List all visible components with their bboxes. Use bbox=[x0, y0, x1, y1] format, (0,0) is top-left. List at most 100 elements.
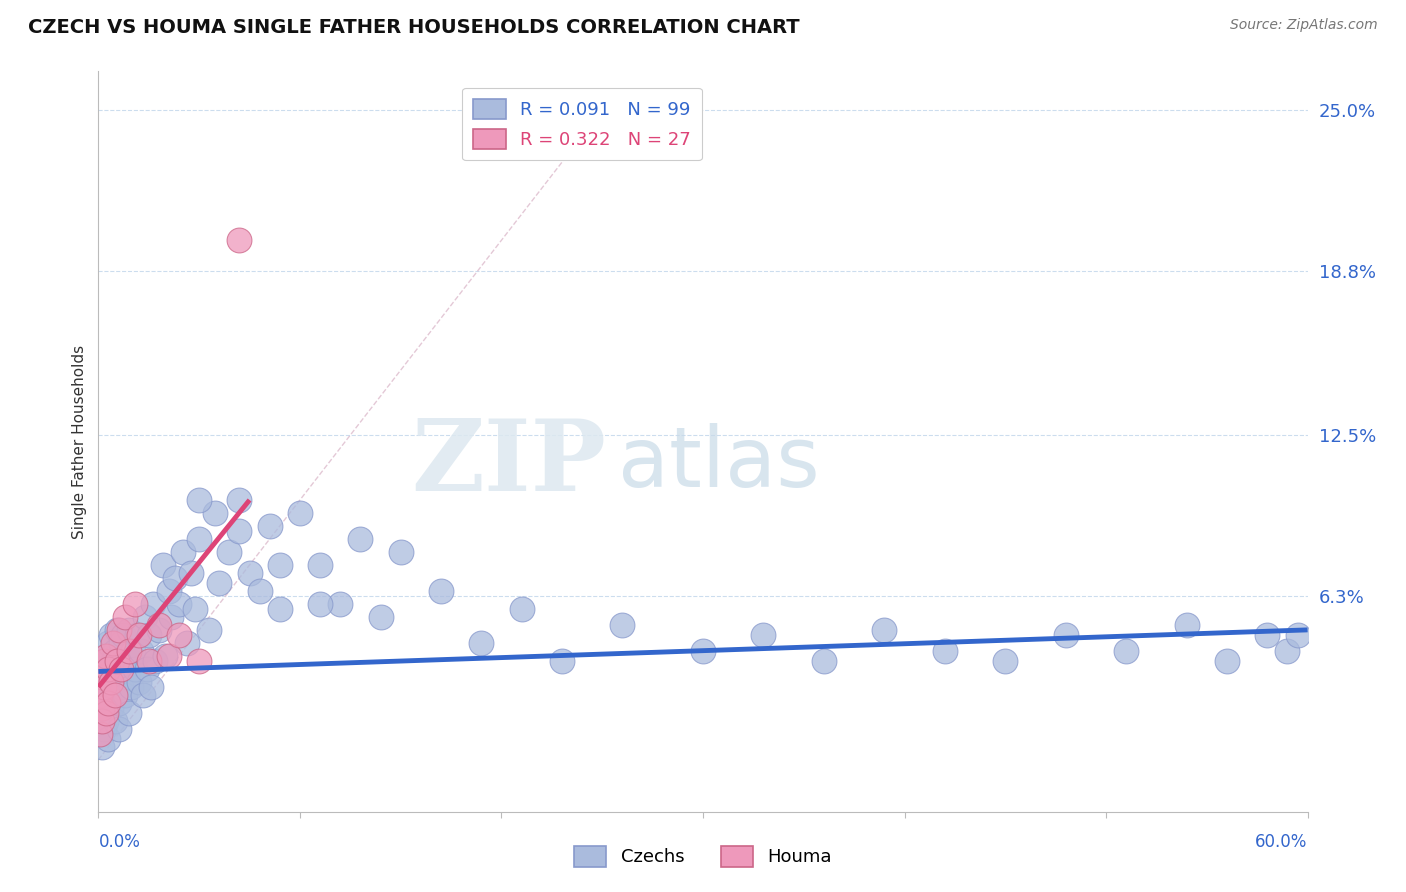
Point bbox=[125, 628, 148, 642]
Point bbox=[204, 506, 226, 520]
Point bbox=[752, 628, 775, 642]
Point bbox=[89, 727, 111, 741]
Point bbox=[97, 731, 120, 746]
Point bbox=[1054, 628, 1077, 642]
Point bbox=[218, 545, 240, 559]
Point bbox=[124, 597, 146, 611]
Point bbox=[1115, 643, 1137, 657]
Point bbox=[153, 648, 176, 663]
Point bbox=[208, 576, 231, 591]
Point bbox=[167, 597, 190, 611]
Point bbox=[309, 597, 332, 611]
Point bbox=[188, 493, 211, 508]
Point bbox=[97, 696, 120, 710]
Point bbox=[96, 648, 118, 663]
Point bbox=[110, 662, 132, 676]
Point bbox=[129, 643, 152, 657]
Point bbox=[91, 670, 114, 684]
Point bbox=[96, 706, 118, 720]
Point bbox=[124, 662, 146, 676]
Point bbox=[120, 680, 142, 694]
Point bbox=[934, 643, 956, 657]
Point bbox=[105, 662, 128, 676]
Point bbox=[157, 648, 180, 663]
Point bbox=[118, 643, 141, 657]
Point bbox=[239, 566, 262, 580]
Point bbox=[430, 583, 453, 598]
Point bbox=[118, 706, 141, 720]
Point bbox=[128, 674, 150, 689]
Text: atlas: atlas bbox=[619, 423, 820, 504]
Point bbox=[249, 583, 271, 598]
Point bbox=[103, 714, 125, 728]
Point bbox=[1216, 654, 1239, 668]
Point bbox=[188, 532, 211, 546]
Point bbox=[118, 623, 141, 637]
Point bbox=[228, 233, 250, 247]
Point bbox=[107, 722, 129, 736]
Point bbox=[91, 706, 114, 720]
Point bbox=[91, 701, 114, 715]
Point bbox=[184, 602, 207, 616]
Point bbox=[180, 566, 202, 580]
Point bbox=[1175, 617, 1198, 632]
Point bbox=[163, 571, 186, 585]
Point bbox=[142, 597, 165, 611]
Text: 60.0%: 60.0% bbox=[1256, 832, 1308, 850]
Point bbox=[329, 597, 352, 611]
Point bbox=[152, 558, 174, 572]
Point bbox=[107, 623, 129, 637]
Point bbox=[91, 739, 114, 754]
Point bbox=[135, 662, 157, 676]
Point bbox=[103, 680, 125, 694]
Point bbox=[93, 696, 115, 710]
Point bbox=[228, 493, 250, 508]
Point bbox=[97, 636, 120, 650]
Y-axis label: Single Father Households: Single Father Households bbox=[72, 344, 87, 539]
Point bbox=[389, 545, 412, 559]
Legend: Czechs, Houma: Czechs, Houma bbox=[567, 838, 839, 874]
Point bbox=[100, 662, 122, 676]
Point bbox=[91, 674, 114, 689]
Point bbox=[96, 648, 118, 663]
Point bbox=[198, 623, 221, 637]
Text: ZIP: ZIP bbox=[412, 416, 606, 512]
Text: Source: ZipAtlas.com: Source: ZipAtlas.com bbox=[1230, 18, 1378, 32]
Point bbox=[103, 643, 125, 657]
Point bbox=[138, 654, 160, 668]
Point bbox=[1286, 628, 1309, 642]
Point bbox=[93, 680, 115, 694]
Point bbox=[101, 636, 124, 650]
Text: CZECH VS HOUMA SINGLE FATHER HOUSEHOLDS CORRELATION CHART: CZECH VS HOUMA SINGLE FATHER HOUSEHOLDS … bbox=[28, 18, 800, 37]
Point bbox=[157, 583, 180, 598]
Point bbox=[148, 617, 170, 632]
Point bbox=[97, 662, 120, 676]
Point bbox=[96, 680, 118, 694]
Point bbox=[100, 628, 122, 642]
Point bbox=[121, 643, 143, 657]
Point bbox=[91, 714, 114, 728]
Point bbox=[994, 654, 1017, 668]
Point bbox=[114, 648, 136, 663]
Point bbox=[107, 696, 129, 710]
Point bbox=[93, 722, 115, 736]
Point bbox=[288, 506, 311, 520]
Point bbox=[269, 602, 291, 616]
Point bbox=[510, 602, 533, 616]
Point bbox=[105, 623, 128, 637]
Legend: R = 0.091   N = 99, R = 0.322   N = 27: R = 0.091 N = 99, R = 0.322 N = 27 bbox=[463, 87, 702, 161]
Point bbox=[309, 558, 332, 572]
Point bbox=[89, 727, 111, 741]
Point bbox=[1277, 643, 1299, 657]
Point bbox=[120, 654, 142, 668]
Point bbox=[1256, 628, 1278, 642]
Point bbox=[89, 688, 111, 702]
Point bbox=[100, 701, 122, 715]
Point bbox=[115, 670, 138, 684]
Point bbox=[873, 623, 896, 637]
Point bbox=[93, 654, 115, 668]
Point bbox=[148, 623, 170, 637]
Point bbox=[89, 688, 111, 702]
Point bbox=[160, 610, 183, 624]
Point bbox=[101, 688, 124, 702]
